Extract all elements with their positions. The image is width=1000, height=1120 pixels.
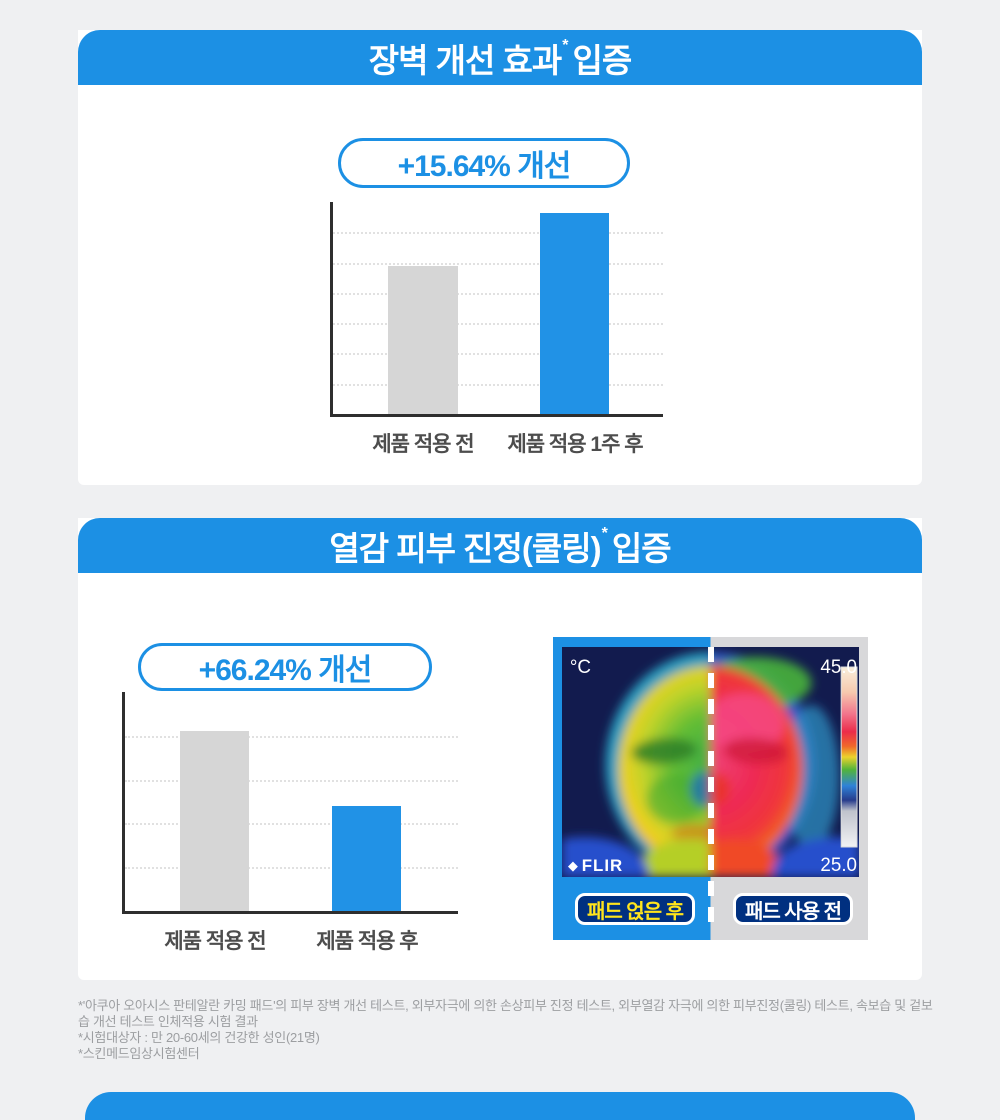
bar-before bbox=[180, 731, 249, 911]
cooling-section-title-tail: 입증 bbox=[611, 529, 672, 567]
barrier-section-title-tail: 입증 bbox=[572, 41, 633, 79]
next-section-header-partial bbox=[85, 1092, 915, 1120]
thermal-face-graphic: °C 45.0 25.0 ◆ FLIR bbox=[562, 647, 859, 877]
cooling-section-header: 열감 피부 진정(쿨링) * 입증 bbox=[78, 518, 922, 573]
bar-before bbox=[388, 265, 458, 414]
footnote-line: *'아쿠아 오아시스 판테알란 카밍 패드'의 피부 장벽 개선 테스트, 외부… bbox=[78, 998, 933, 1029]
bar-label-before: 제품 적용 전 bbox=[164, 930, 266, 953]
pad-after-badge: 패드 얹은 후 bbox=[575, 893, 695, 925]
bar-label-after: 제품 적용 후 bbox=[316, 930, 418, 953]
dashed-divider-line bbox=[707, 647, 714, 930]
asterisk-superscript: * bbox=[562, 36, 568, 54]
pad-before-badge: 패드 사용 전 bbox=[733, 893, 853, 925]
barrier-section-card: 장벽 개선 효과 * 입증 +15.64% 개선 제품 적용 전 제품 적용 1주 … bbox=[78, 30, 922, 485]
footnote-line: *스킨메드임상시험센터 bbox=[78, 1046, 200, 1061]
cooling-section-title: 열감 피부 진정(쿨링) bbox=[329, 529, 601, 567]
temp-max-label: 45.0 bbox=[820, 657, 857, 678]
footnote-line: *시험대상자 : 만 20-60세의 건강한 성인(21명) bbox=[78, 1030, 320, 1045]
barrier-section-header: 장벽 개선 효과 * 입증 bbox=[78, 30, 922, 85]
temp-unit-label: °C bbox=[570, 657, 591, 678]
cooling-bar-chart bbox=[122, 692, 458, 914]
temp-min-label: 25.0 bbox=[820, 855, 857, 876]
flir-logo: FLIR bbox=[582, 856, 623, 875]
footnote: *'아쿠아 오아시스 판테알란 카밍 패드'의 피부 장벽 개선 테스트, 외부… bbox=[78, 998, 934, 1062]
barrier-improvement-badge: +15.64% 개선 bbox=[338, 138, 630, 188]
thermal-photo: °C 45.0 25.0 ◆ FLIR bbox=[562, 647, 859, 877]
bar-after bbox=[332, 805, 401, 911]
temperature-scale-bar bbox=[840, 666, 858, 848]
cooling-improvement-badge: +66.24% 개선 bbox=[138, 643, 432, 691]
cooling-section-card: 열감 피부 진정(쿨링) * 입증 +66.24% 개선 제품 적용 전 제품 적용… bbox=[78, 518, 922, 980]
bar-label-after: 제품 적용 1주 후 bbox=[507, 433, 643, 456]
bar-label-before: 제품 적용 전 bbox=[372, 433, 474, 456]
flir-logo-icon: ◆ bbox=[568, 858, 578, 873]
asterisk-superscript: * bbox=[601, 524, 608, 542]
barrier-section-title: 장벽 개선 효과 bbox=[368, 41, 562, 79]
barrier-bar-chart bbox=[330, 202, 663, 417]
thermal-comparison-image: °C 45.0 25.0 ◆ FLIR 패드 얹은 후 패드 사용 전 bbox=[553, 637, 868, 940]
bar-after bbox=[540, 212, 609, 414]
